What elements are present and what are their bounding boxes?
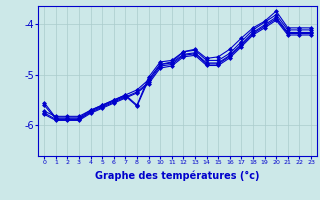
X-axis label: Graphe des températures (°c): Graphe des températures (°c) [95,171,260,181]
